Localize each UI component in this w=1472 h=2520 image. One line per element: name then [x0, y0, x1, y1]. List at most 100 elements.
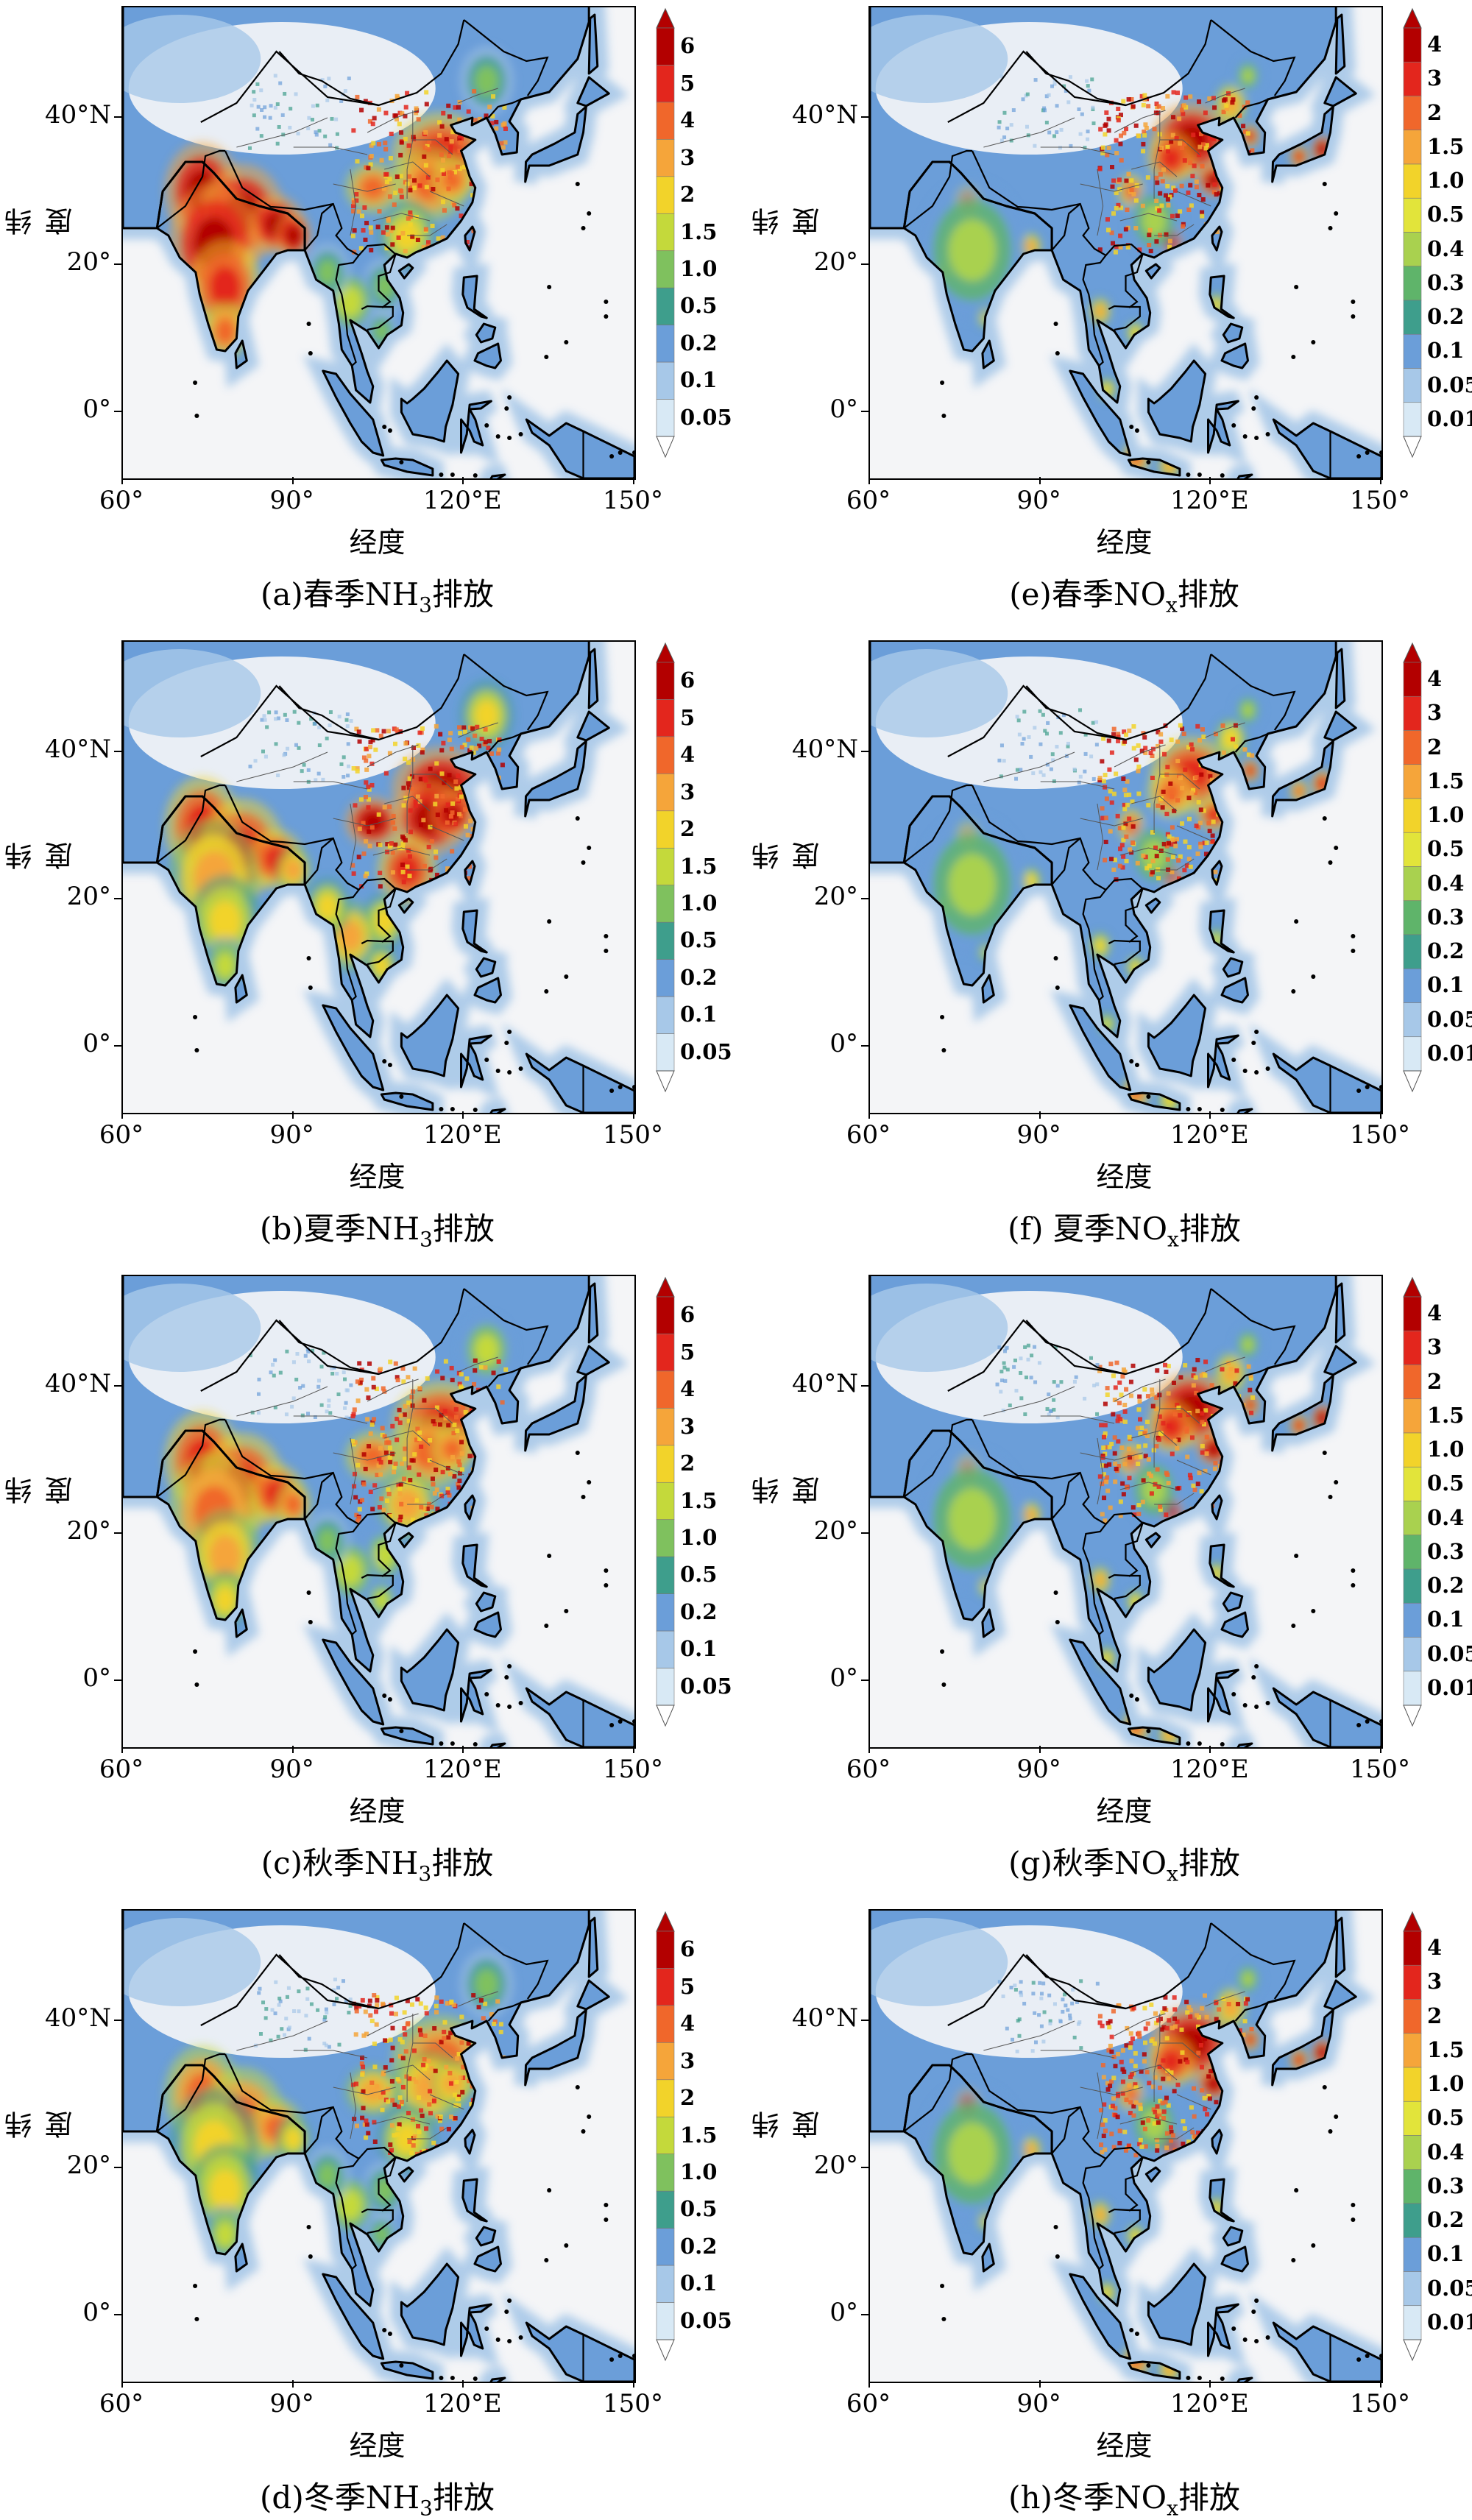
island [439, 473, 444, 477]
coastline-taiwan [1211, 225, 1223, 252]
province-border [293, 781, 368, 790]
y-tick-label: 0° [82, 394, 111, 424]
coastline-timor [489, 473, 506, 478]
coastline-java [380, 1726, 434, 1746]
emission-pixel [1029, 1376, 1033, 1380]
emission-pixel [1097, 2014, 1103, 2019]
coastline-hainan [397, 263, 414, 280]
y-axis-label: 纬度 [751, 1473, 824, 1504]
emission-pixel [384, 225, 389, 230]
emission-pixel [487, 2149, 492, 2154]
country-border [1025, 685, 1126, 741]
emission-pixel [420, 750, 425, 755]
emission-hotspot [317, 893, 338, 920]
province-border [458, 1356, 498, 1373]
emission-pixel [1200, 213, 1205, 219]
emission-pixel [1107, 1462, 1112, 1467]
colorbar-tick-label: 3 [1427, 66, 1443, 91]
province-border [333, 1452, 396, 1461]
colorbar-segment [1403, 1002, 1422, 1038]
emission-pixel [383, 2065, 388, 2070]
emission-pixel [283, 91, 287, 96]
emission-pixel [1141, 853, 1146, 858]
country-border [1210, 654, 1296, 731]
emission-pixel [1248, 1500, 1253, 1505]
province-border [1159, 1408, 1200, 1424]
emission-pixel [368, 225, 373, 230]
emission-pixel [360, 2072, 365, 2077]
emission-pixel [1022, 709, 1027, 714]
emission-pixel [1039, 1992, 1044, 1996]
emission-pixel [1171, 90, 1176, 95]
panel-caption: (h)冬季NOx排放 [867, 2473, 1382, 2520]
emission-pixel [1131, 746, 1136, 751]
emission-pixel [393, 1461, 398, 1466]
emission-hotspot [948, 854, 997, 916]
island [495, 434, 500, 439]
island [632, 450, 634, 455]
caption-suffix: 排放 [431, 1845, 494, 1881]
emission-pixel [1068, 2017, 1072, 2021]
x-tick-mark [1209, 2380, 1211, 2388]
emission-pixel [1184, 1429, 1189, 1434]
emission-pixel [477, 116, 482, 121]
emission-pixel [392, 113, 397, 118]
country-border [903, 1418, 972, 1498]
caption-prefix: (e)春季NO [1009, 576, 1166, 612]
emission-pixel [257, 1377, 261, 1381]
emission-pixel [393, 842, 398, 847]
emission-pixel [418, 2001, 423, 2006]
island [495, 1703, 500, 1707]
province-border [1097, 169, 1104, 236]
island [1356, 454, 1362, 459]
island [507, 395, 512, 400]
island [484, 2326, 489, 2331]
island [547, 2188, 552, 2192]
emission-pixel [1169, 2125, 1174, 2130]
emission-pixel [451, 2002, 456, 2007]
emission-pixel [1166, 1481, 1171, 1486]
emission-pixel [302, 762, 306, 767]
emission-pixel [1103, 2118, 1108, 2123]
colorbar-tick-label: 0.2 [1427, 1573, 1465, 1599]
province-borders [983, 722, 1245, 871]
emission-pixel [1130, 840, 1136, 845]
emission-pixel [502, 2131, 507, 2136]
emission-pixel [355, 1398, 361, 1404]
country-border [903, 784, 972, 863]
panel-caption: (f) 夏季NOx排放 [867, 1204, 1382, 1251]
province-border [350, 803, 357, 871]
emission-pixel [1061, 2009, 1065, 2014]
emission-pixel [252, 113, 256, 118]
emission-pixel [456, 2094, 461, 2099]
y-tick-label: 40°N [44, 1369, 111, 1398]
country-borders [903, 1922, 1331, 2382]
emission-pixel [497, 737, 502, 743]
emission-pixel [383, 141, 388, 146]
emission-pixel [429, 839, 434, 844]
emission-pixel [382, 804, 387, 810]
island [575, 816, 580, 821]
country-border [156, 149, 225, 229]
y-tick-mark [114, 263, 121, 265]
country-border [972, 2053, 1143, 2160]
emission-pixel [500, 848, 505, 853]
emission-pixel [423, 2005, 428, 2010]
emission-pixel [1203, 1359, 1209, 1365]
island [504, 1675, 509, 1680]
emission-pixel [350, 2082, 355, 2087]
emission-pixel [1130, 799, 1135, 804]
emission-pixel [1124, 732, 1129, 737]
emission-pixel [1200, 1450, 1205, 1455]
emission-pixel [1143, 1443, 1148, 1448]
emission-pixel [486, 190, 491, 195]
emission-pixel [1106, 145, 1111, 150]
coastline-timor [1236, 1742, 1253, 1747]
emission-pixel [1100, 806, 1105, 811]
colorbar-graphic [656, 642, 675, 1093]
country-border [335, 2158, 360, 2270]
emission-pixel [311, 118, 315, 122]
emission-pixel [1114, 138, 1119, 143]
x-tick-mark [121, 477, 123, 484]
emission-pixel [1175, 91, 1180, 96]
